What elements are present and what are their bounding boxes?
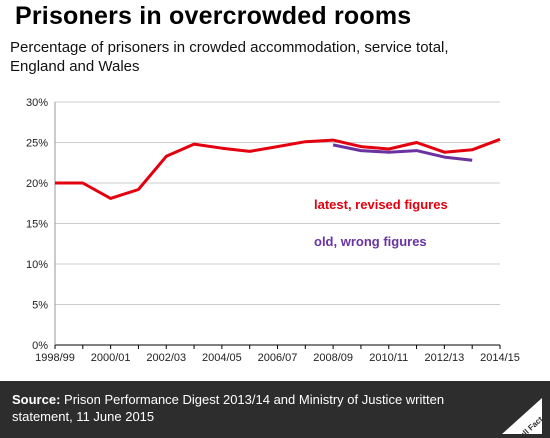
series-line-latest [55, 137, 501, 200]
x-tick-label: 2000/01 [91, 352, 131, 364]
x-axis: 1998/99 2000/01 2002/03 2004/05 2006/07 2008/… [35, 102, 520, 364]
y-axis-ticks: 0% 5% 10% 15% 20% 25% 30% [26, 97, 48, 352]
x-tick-label: 2014/15 [480, 352, 520, 364]
y-tick-label: 15% [26, 219, 48, 231]
source-text: Prison Performance Digest 2013/14 and Mi… [12, 392, 445, 424]
x-tick-label: 2012/13 [424, 352, 464, 364]
series-lines [55, 137, 501, 200]
chart-subtitle: Percentage of prisoners in crowded accom… [10, 39, 449, 75]
y-tick-label: 10% [26, 259, 48, 271]
series-line-old [332, 143, 473, 162]
y-tick-label: 20% [26, 178, 48, 190]
label-old-figures: old, wrong figures [314, 234, 427, 249]
y-tick-label: 5% [32, 300, 48, 312]
label-latest-figures: latest, revised figures [314, 197, 448, 212]
x-tick-label: 2004/05 [202, 352, 242, 364]
source-label: Source: [12, 392, 61, 407]
x-tick-label: 1998/99 [35, 352, 75, 364]
footer: Source: Prison Performance Digest 2013/1… [0, 381, 550, 438]
x-tick-label: 2010/11 [369, 352, 408, 364]
y-tick-label: 25% [26, 138, 48, 150]
y-tick-label: 30% [26, 97, 48, 109]
y-tick-label: 0% [32, 340, 48, 352]
chart-title: Prisoners in overcrowded rooms [15, 2, 412, 30]
x-tick-label: 2008/09 [313, 352, 353, 364]
series-annotations: latest, revised figures old, wrong figure… [314, 197, 448, 249]
line-chart: 0% 5% 10% 15% 20% 25% 30% 1998/99 2000/01 2002/0… [26, 97, 520, 364]
source-note: Source: Prison Performance Digest 2013/1… [12, 391, 482, 425]
x-tick-label: 2006/07 [258, 352, 298, 364]
full-fact-logo: Full Fact [502, 398, 542, 434]
gridlines [55, 101, 500, 305]
x-tick-label: 2002/03 [146, 352, 186, 364]
